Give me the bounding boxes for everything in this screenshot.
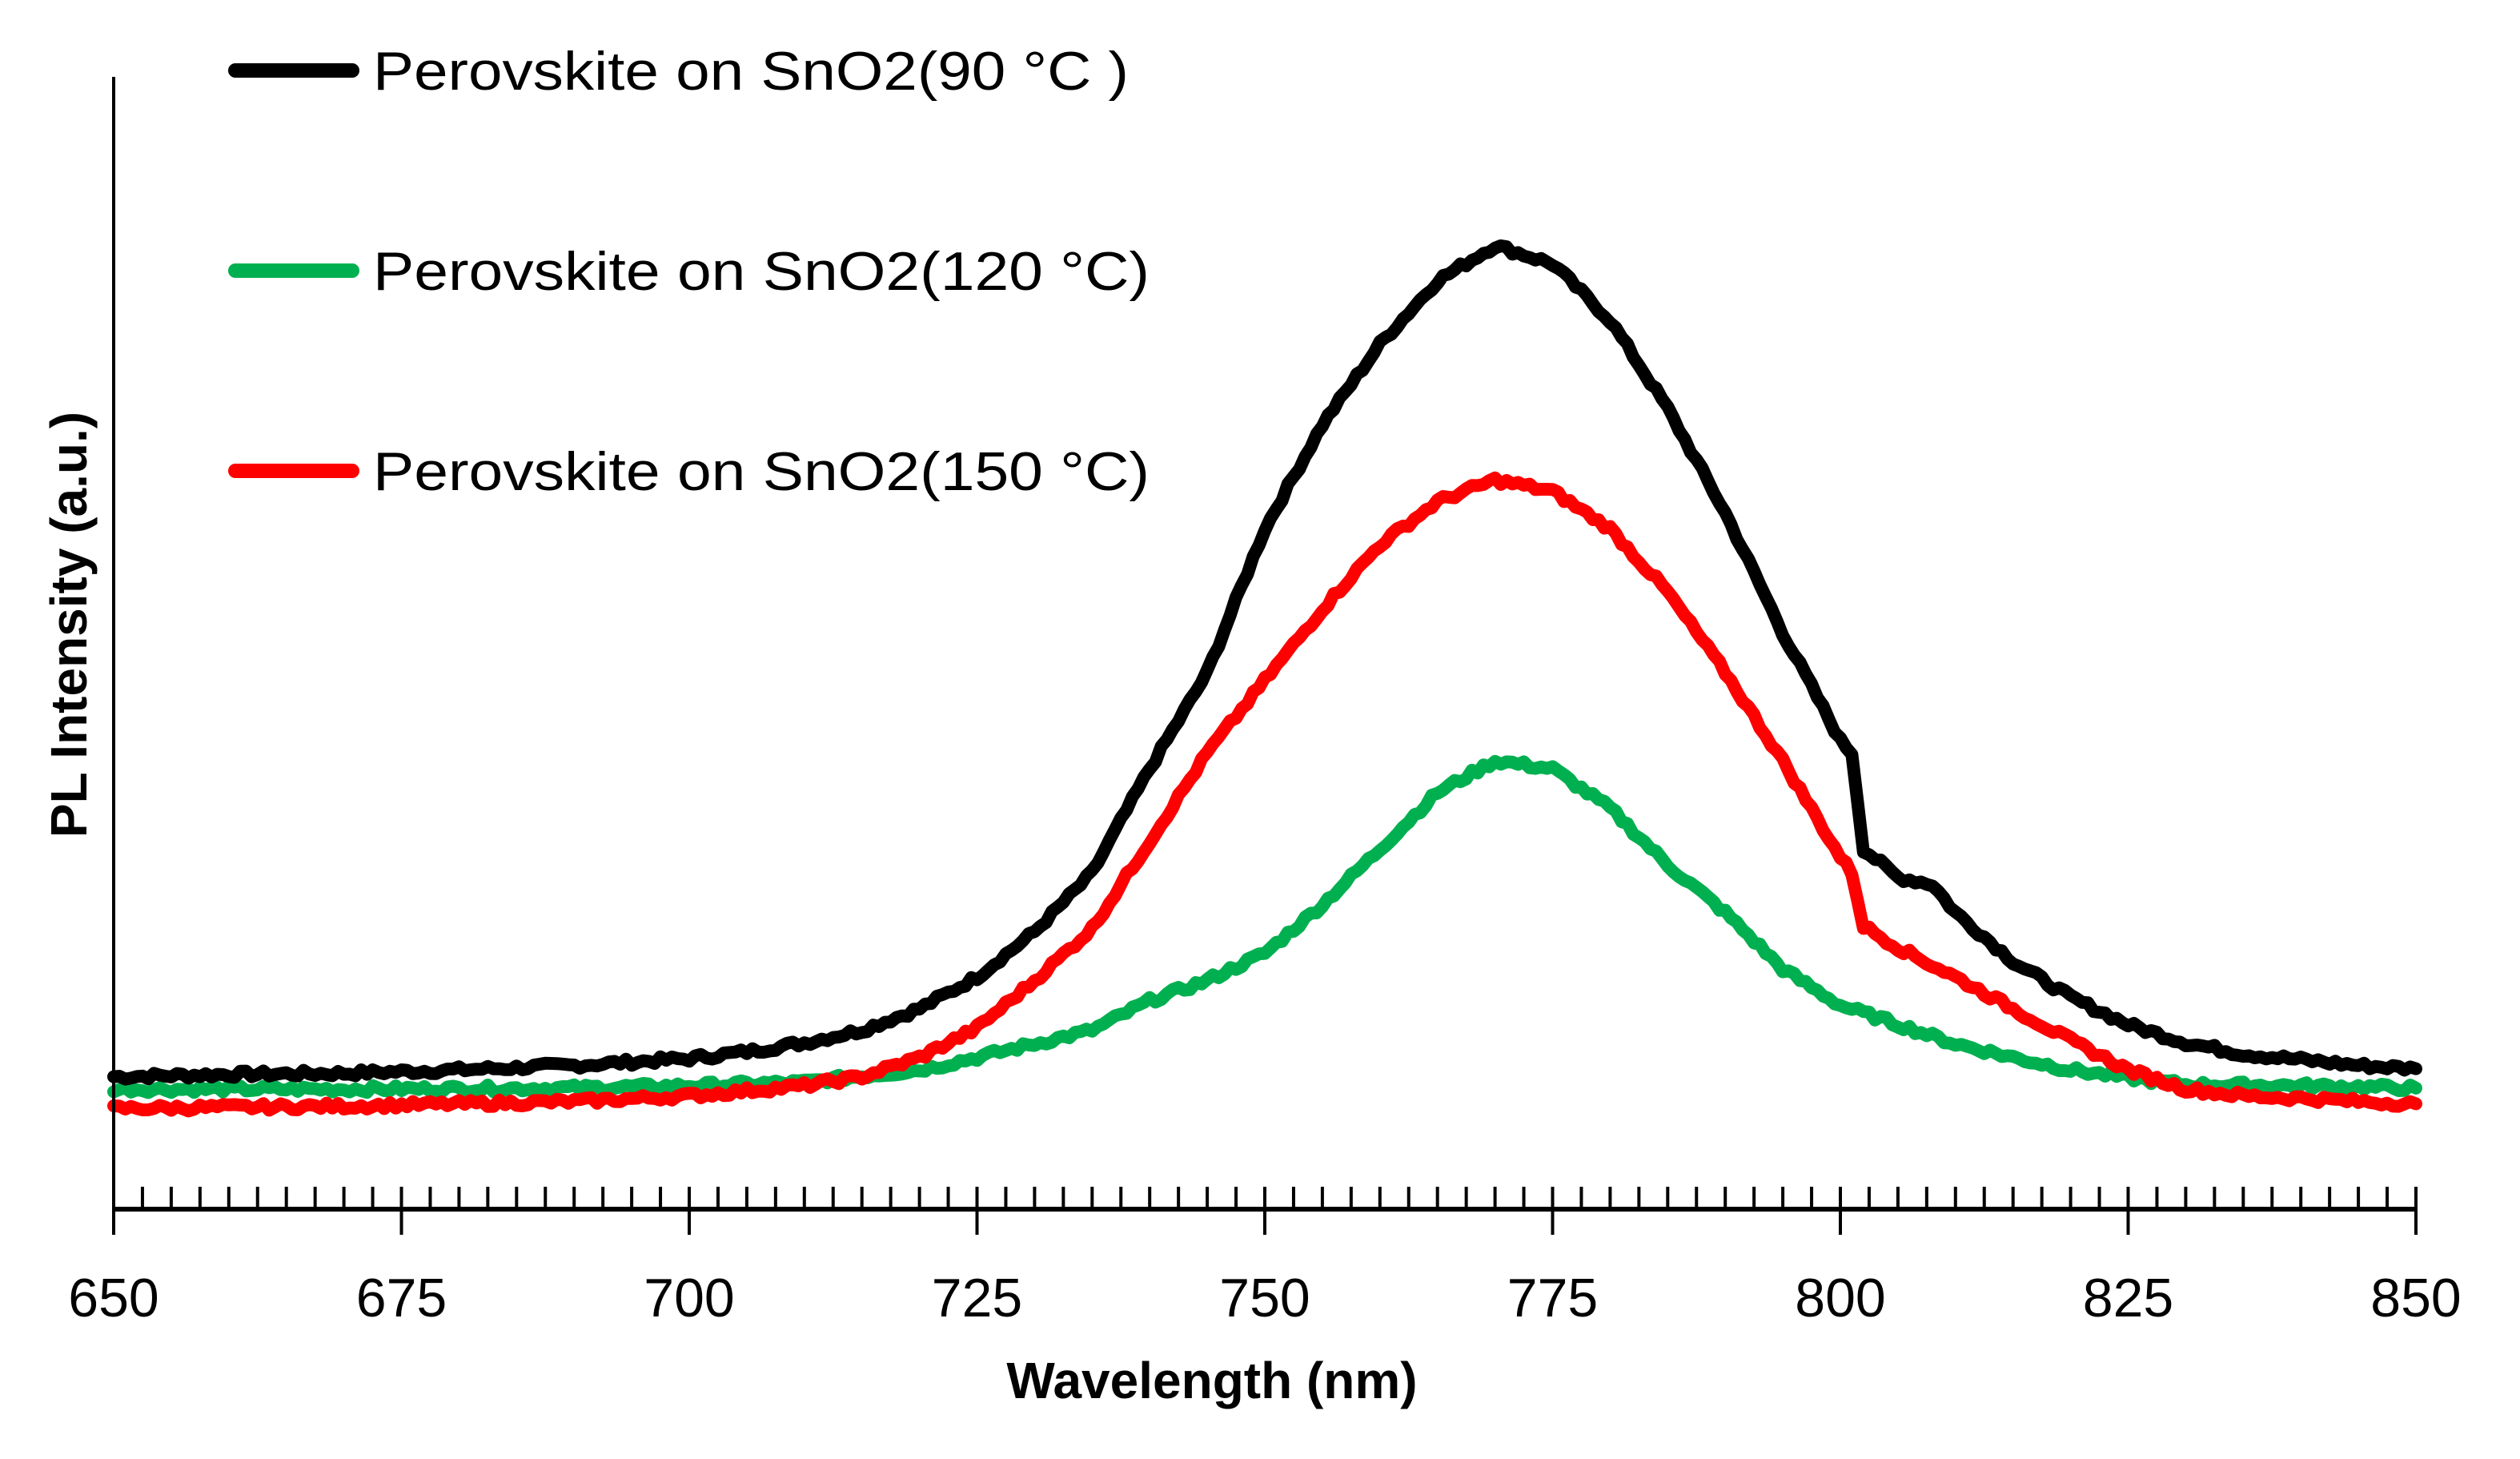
legend-item-120c: Perovskite on SnO2(120 °C) xyxy=(228,241,1150,302)
x-tick-label: 675 xyxy=(356,1268,447,1328)
x-tick-labels: 650 675 700 725 750 775 800 825 850 xyxy=(68,1268,2461,1328)
legend-label: Perovskite on SnO2(120 °C) xyxy=(373,241,1150,302)
legend-item-90c: Perovskite on SnO2(90 °C ) xyxy=(228,41,1129,102)
y-axis-title: PL Intensity (a.u.) xyxy=(40,412,98,838)
legend: Perovskite on SnO2(90 °C ) Perovskite on… xyxy=(228,41,1150,502)
x-tick-label: 775 xyxy=(1507,1268,1598,1328)
x-tick-label: 850 xyxy=(2370,1268,2461,1328)
x-tick-label: 650 xyxy=(68,1268,159,1328)
x-tick-label: 825 xyxy=(2083,1268,2173,1328)
series-line-1 xyxy=(107,754,2422,1099)
series-line-2 xyxy=(107,471,2422,1118)
x-axis-title: Wavelength (nm) xyxy=(1006,1352,1417,1409)
legend-item-150c: Perovskite on SnO2(150 °C) xyxy=(228,441,1150,502)
x-tick-label: 800 xyxy=(1795,1268,1885,1328)
x-tick-label: 750 xyxy=(1219,1268,1310,1328)
x-ticks xyxy=(112,1187,2418,1235)
series-layer xyxy=(107,239,2422,1118)
legend-label: Perovskite on SnO2(150 °C) xyxy=(373,441,1150,502)
x-tick-label: 700 xyxy=(644,1268,734,1328)
legend-label: Perovskite on SnO2(90 °C ) xyxy=(373,41,1129,102)
x-tick-label: 725 xyxy=(932,1268,1022,1328)
series-line-0 xyxy=(107,239,2422,1086)
